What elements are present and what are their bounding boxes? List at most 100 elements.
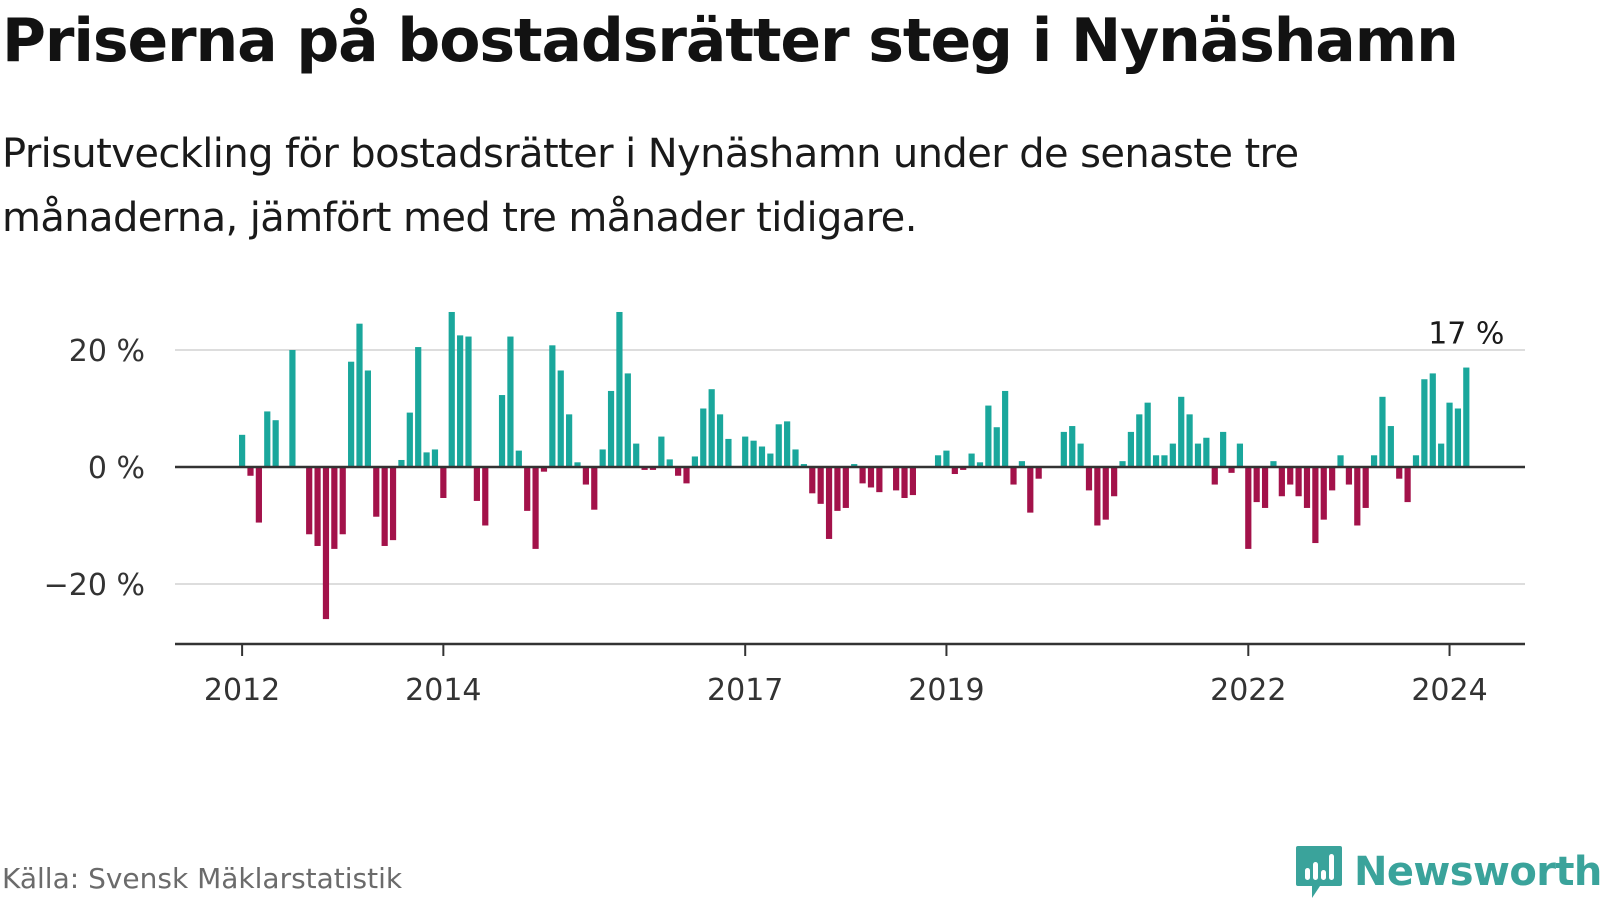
- bar: [574, 462, 581, 467]
- brand[interactable]: Newsworthy: [1294, 842, 1600, 902]
- bar: [859, 467, 866, 484]
- chart-subtitle: Prisutveckling för bostadsrätter i Nynäs…: [2, 131, 1299, 241]
- bar: [867, 467, 875, 488]
- bar: [993, 427, 1000, 467]
- gridlines: [175, 349, 1525, 585]
- bar: [1018, 461, 1026, 467]
- x-tick-label: 2012: [204, 673, 280, 708]
- bar: [834, 467, 841, 511]
- bar: [473, 467, 480, 501]
- bar: [851, 464, 858, 467]
- bar: [1127, 431, 1135, 467]
- bar: [1085, 467, 1093, 491]
- x-tick-label: 2024: [1411, 673, 1487, 708]
- bar: [1161, 455, 1168, 467]
- x-tick-label: 2014: [405, 673, 481, 708]
- last-value-label: 17 %: [1428, 317, 1504, 352]
- bar: [1354, 467, 1361, 526]
- bar: [716, 414, 724, 467]
- bar: [1211, 467, 1218, 485]
- bar: [348, 361, 355, 467]
- bar: [566, 414, 573, 467]
- bar: [1245, 467, 1252, 549]
- bar: [1169, 443, 1176, 467]
- bar: [1362, 467, 1369, 508]
- bar: [1421, 379, 1428, 467]
- bar: [540, 467, 548, 472]
- bar: [356, 323, 363, 467]
- bar: [767, 453, 774, 467]
- bar: [398, 459, 405, 467]
- bar: [599, 449, 606, 467]
- bar: [675, 467, 682, 476]
- bar: [1270, 461, 1277, 467]
- bar: [549, 345, 556, 467]
- bar: [1287, 467, 1294, 485]
- bar: [901, 467, 908, 498]
- bar: [1387, 426, 1394, 467]
- bar: [1379, 396, 1386, 467]
- newsworthy-logo-icon: [1296, 846, 1342, 898]
- bar: [1035, 467, 1042, 479]
- bar: [792, 449, 799, 467]
- bar: [666, 459, 673, 467]
- chart-title: Priserna på bostadsrätter steg i Nynäsha…: [2, 6, 1459, 76]
- bar: [1111, 467, 1118, 497]
- bar: [985, 405, 992, 467]
- bar: [842, 467, 849, 508]
- bar: [976, 462, 984, 467]
- bar: [1152, 455, 1160, 467]
- bar: [457, 335, 464, 468]
- y-tick-label: 20 %: [69, 334, 145, 369]
- bar: [1228, 467, 1235, 473]
- bar: [758, 446, 766, 467]
- bar: [381, 467, 388, 546]
- bar: [1119, 461, 1126, 467]
- bar: [649, 467, 657, 470]
- bar: [1412, 455, 1420, 467]
- bar: [784, 421, 791, 467]
- bar: [1370, 455, 1378, 467]
- bar: [1438, 443, 1445, 467]
- bar: [691, 456, 698, 467]
- bar: [968, 453, 975, 467]
- bar: [607, 390, 615, 467]
- bar: [825, 467, 833, 539]
- bar: [1463, 367, 1470, 467]
- bar: [1236, 443, 1244, 467]
- bar-chart: 20 % 0 % −20 % 2012 2014 2017 2019 2022 2024 17 %: [44, 311, 1525, 708]
- bar: [1027, 467, 1034, 513]
- axes: [175, 465, 1525, 656]
- bar: [1320, 467, 1327, 520]
- bar: [498, 395, 506, 467]
- bar: [482, 467, 489, 526]
- bar: [1329, 467, 1336, 491]
- bar: [725, 438, 732, 467]
- bar: [314, 467, 321, 546]
- bar: [934, 455, 942, 467]
- bar: [364, 370, 371, 467]
- y-tick-label: 0 %: [88, 451, 145, 486]
- bar: [1454, 408, 1462, 467]
- bar: [700, 408, 707, 467]
- bar: [1220, 431, 1227, 467]
- bar: [1429, 373, 1436, 467]
- bar: [1136, 414, 1143, 467]
- bar: [515, 450, 522, 467]
- bar: [423, 452, 430, 468]
- bar: [1178, 396, 1185, 467]
- bar: [1446, 402, 1453, 467]
- bar: [658, 436, 665, 467]
- bar: [415, 347, 422, 467]
- bar: [532, 467, 539, 549]
- bar: [431, 449, 439, 467]
- bar: [239, 434, 246, 467]
- bar: [465, 336, 472, 467]
- x-tick-label: 2017: [707, 673, 783, 708]
- bar: [683, 467, 690, 484]
- bar: [750, 440, 757, 467]
- bar: [331, 467, 338, 549]
- bar: [1194, 443, 1202, 467]
- y-tick-label: −20 %: [44, 568, 145, 603]
- bar: [1295, 467, 1302, 497]
